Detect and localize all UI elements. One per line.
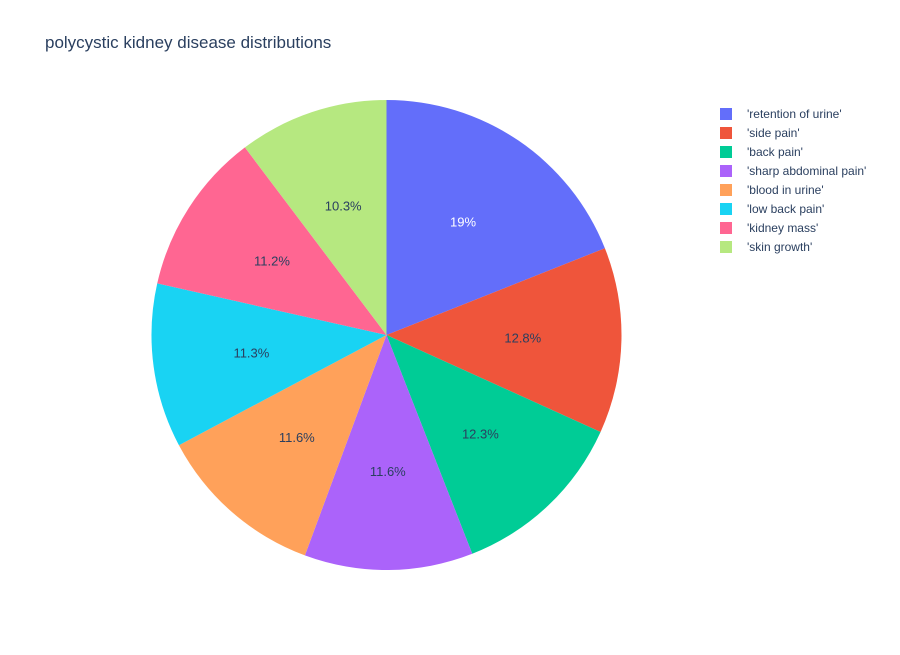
legend-item-sharp-abdominal-pain[interactable]: 'sharp abdominal pain' [720,164,866,178]
pie-slices [151,100,622,571]
legend-label: 'blood in urine' [747,183,824,197]
legend-swatch [720,127,732,139]
pie-label-blood-in-urine: 11.6% [279,430,315,445]
legend-item-low-back-pain[interactable]: 'low back pain' [720,202,824,216]
legend-item-retention-of-urine[interactable]: 'retention of urine' [720,107,842,121]
legend-label: 'side pain' [747,126,800,140]
legend-label: 'low back pain' [747,202,824,216]
pie-slice-kidney-mass[interactable] [157,147,387,335]
legend-label: 'sharp abdominal pain' [747,164,866,178]
pie-slice-skin-growth[interactable] [244,100,387,335]
pie-labels: 19% 12.8% 12.3% 11.6% 11.6% 11.3% 11.2% 10.3% [233,198,541,479]
pie-label-back-pain: 12.3% [462,426,499,441]
pie-label-skin-growth: 10.3% [325,198,362,213]
legend-swatch [720,184,732,196]
pie-label-kidney-mass: 11.2% [254,254,290,269]
pie-slice-low-back-pain[interactable] [151,283,387,446]
pie-slice-blood-in-urine[interactable] [178,335,387,556]
legend-item-skin-growth[interactable]: 'skin growth' [720,240,812,254]
legend-item-side-pain[interactable]: 'side pain' [720,126,800,140]
legend-swatch [720,241,732,253]
legend-label: 'retention of urine' [747,107,842,121]
pie-label-sharp-abdominal-pain: 11.6% [370,464,406,479]
legend-item-back-pain[interactable]: 'back pain' [720,145,803,159]
legend-label: 'back pain' [747,145,803,159]
pie-slice-sharp-abdominal-pain[interactable] [304,335,473,571]
legend-swatch [720,146,732,158]
pie-slice-retention-of-urine[interactable] [386,100,605,335]
legend-item-kidney-mass[interactable]: 'kidney mass' [720,221,818,235]
pie-label-retention-of-urine: 19% [450,215,476,230]
pie-slice-side-pain[interactable] [386,248,622,432]
legend-swatch [720,108,732,120]
legend-swatch [720,165,732,177]
pie-slice-back-pain[interactable] [386,335,601,554]
legend-item-blood-in-urine[interactable]: 'blood in urine' [720,183,824,197]
legend-label: 'kidney mass' [747,221,818,235]
pie-label-side-pain: 12.8% [504,331,541,346]
legend-swatch [720,222,732,234]
pie-label-low-back-pain: 11.3% [233,346,269,361]
legend: 'retention of urine' 'side pain' 'back pai… [720,107,866,254]
chart-title: polycystic kidney disease distributions [45,33,332,52]
legend-label: 'skin growth' [747,240,812,254]
legend-swatch [720,203,732,215]
